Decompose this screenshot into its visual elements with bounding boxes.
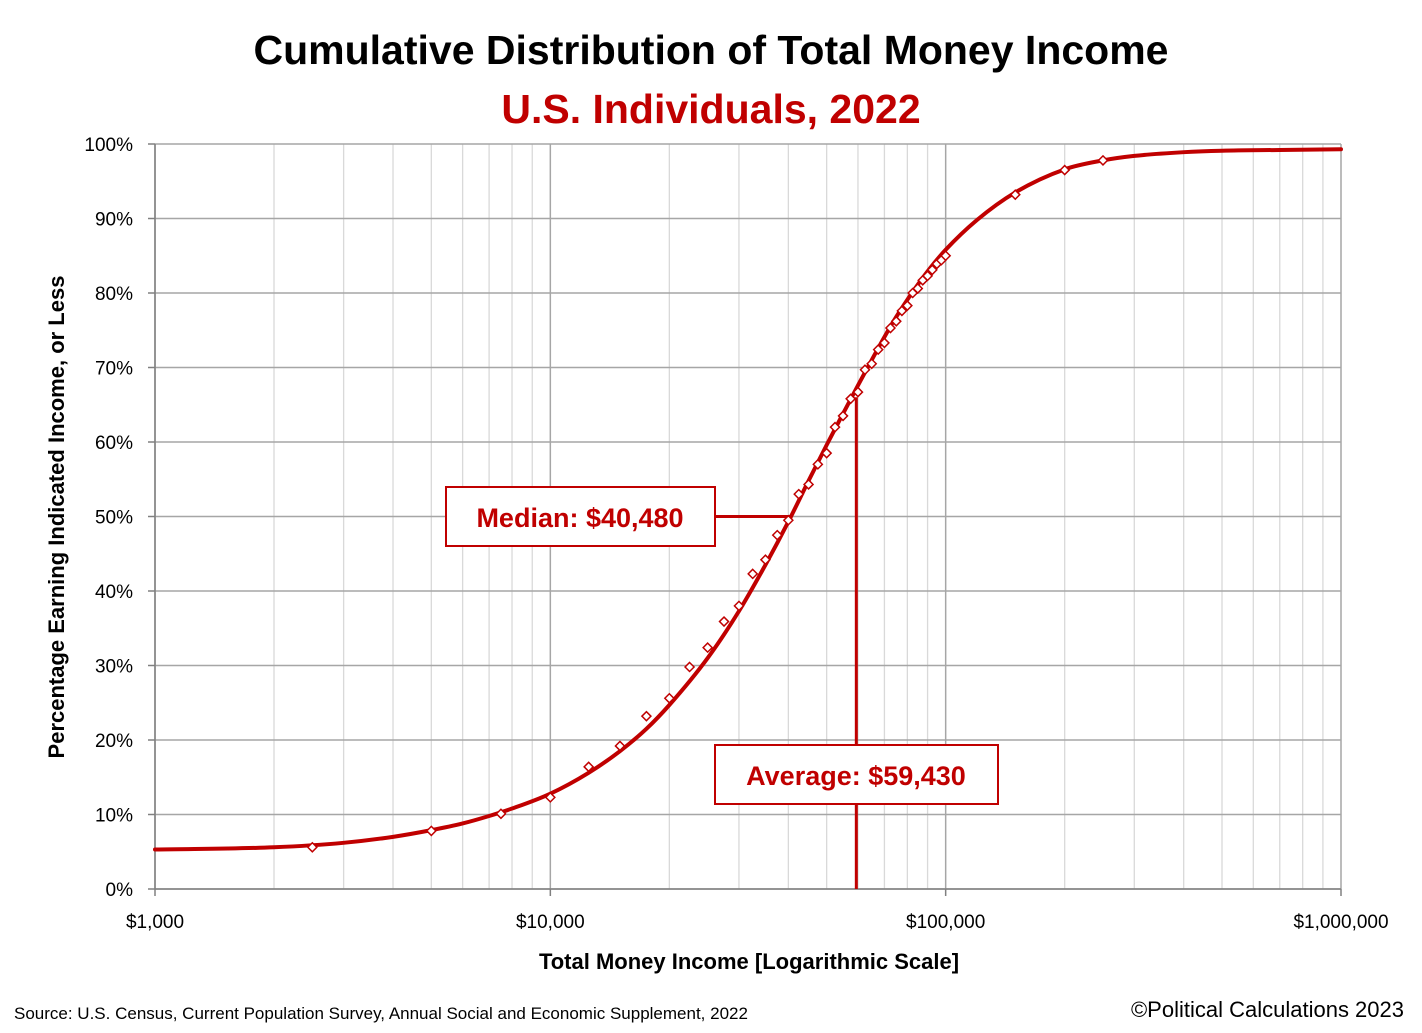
source-note: Source: U.S. Census, Current Population …: [14, 1004, 748, 1023]
y-tick-label: 10%: [95, 806, 133, 827]
x-axis-title: Total Money Income [Logarithmic Scale]: [539, 949, 959, 974]
data-point-marker: [837, 410, 849, 422]
data-point-marker: [878, 337, 890, 349]
x-tick-label: $100,000: [906, 912, 985, 933]
data-point-marker: [771, 529, 783, 541]
data-point-marker: [852, 386, 864, 398]
y-axis-tick-labels: 0% 10% 20% 30% 40% 50% 60% 70% 80% 90% 100%: [84, 135, 155, 901]
data-point-marker: [425, 825, 437, 837]
data-point-marker: [940, 250, 952, 262]
data-point-marker: [306, 841, 318, 853]
data-point-marker: [896, 305, 908, 317]
data-point-marker: [890, 315, 902, 327]
data-point-marker: [684, 661, 696, 673]
data-point-marker: [912, 282, 924, 295]
x-tick-label: $1,000: [126, 912, 184, 933]
average-annotation-label: Average: $59,430: [746, 761, 966, 791]
x-axis-tick-labels: $1,000 $10,000 $100,000 $1,000,000: [126, 889, 1389, 933]
data-point-marker: [812, 458, 824, 470]
data-point-marker: [640, 710, 652, 722]
data-point-marker: [793, 488, 805, 500]
chart-title: Cumulative Distribution of Total Money I…: [254, 27, 1169, 73]
annotation-lines: [715, 397, 858, 889]
data-point-marker: [733, 600, 745, 612]
data-point-marker: [544, 791, 556, 803]
y-tick-label: 90%: [95, 210, 133, 231]
y-tick-label: 50%: [95, 508, 133, 529]
x-tick-label: $1,000,000: [1293, 912, 1388, 933]
data-point-marker: [821, 447, 833, 459]
copyright-credit: ©Political Calculations 2023: [1131, 997, 1404, 1022]
chart-subtitle: U.S. Individuals, 2022: [501, 86, 920, 132]
median-annotation-box: [445, 486, 716, 547]
y-tick-label: 20%: [95, 731, 133, 752]
average-annotation: Average: $59,430: [714, 744, 999, 805]
y-tick-label: 80%: [95, 284, 133, 305]
y-tick-label: 60%: [95, 433, 133, 454]
data-point-marker: [1059, 164, 1071, 176]
y-tick-label: 40%: [95, 582, 133, 603]
data-point-marker: [829, 421, 841, 433]
data-point-marker: [845, 393, 857, 405]
data-point-markers: [306, 154, 1109, 853]
data-point-marker: [759, 554, 771, 566]
data-point-marker: [926, 264, 938, 276]
median-annotation-label: Median: $40,480: [476, 503, 683, 533]
data-point-marker: [782, 514, 794, 526]
y-tick-label: 30%: [95, 657, 133, 678]
data-point-marker: [663, 692, 675, 704]
y-tick-label: 100%: [84, 135, 133, 156]
data-point-marker: [747, 568, 759, 580]
data-point-marker: [859, 364, 871, 376]
data-point-marker: [884, 322, 897, 334]
y-tick-label: 70%: [95, 359, 133, 380]
x-tick-label: $10,000: [516, 912, 585, 933]
data-point-marker: [803, 478, 815, 491]
data-point-marker: [1097, 154, 1109, 166]
data-point-marker: [583, 761, 595, 773]
median-annotation: Median: $40,480: [445, 486, 716, 547]
average-annotation-box: [714, 744, 999, 805]
y-tick-label: 0%: [106, 880, 134, 901]
data-point-marker: [901, 300, 913, 312]
data-point-marker: [1009, 189, 1021, 201]
data-point-marker: [866, 358, 878, 370]
y-axis-title: Percentage Earning Indicated Income, or …: [44, 276, 69, 759]
data-point-marker: [614, 740, 626, 752]
data-point-marker: [702, 642, 714, 654]
data-point-marker: [718, 615, 730, 628]
data-point-marker: [922, 270, 934, 282]
data-point-marker: [495, 808, 507, 820]
data-point-marker: [872, 344, 884, 356]
